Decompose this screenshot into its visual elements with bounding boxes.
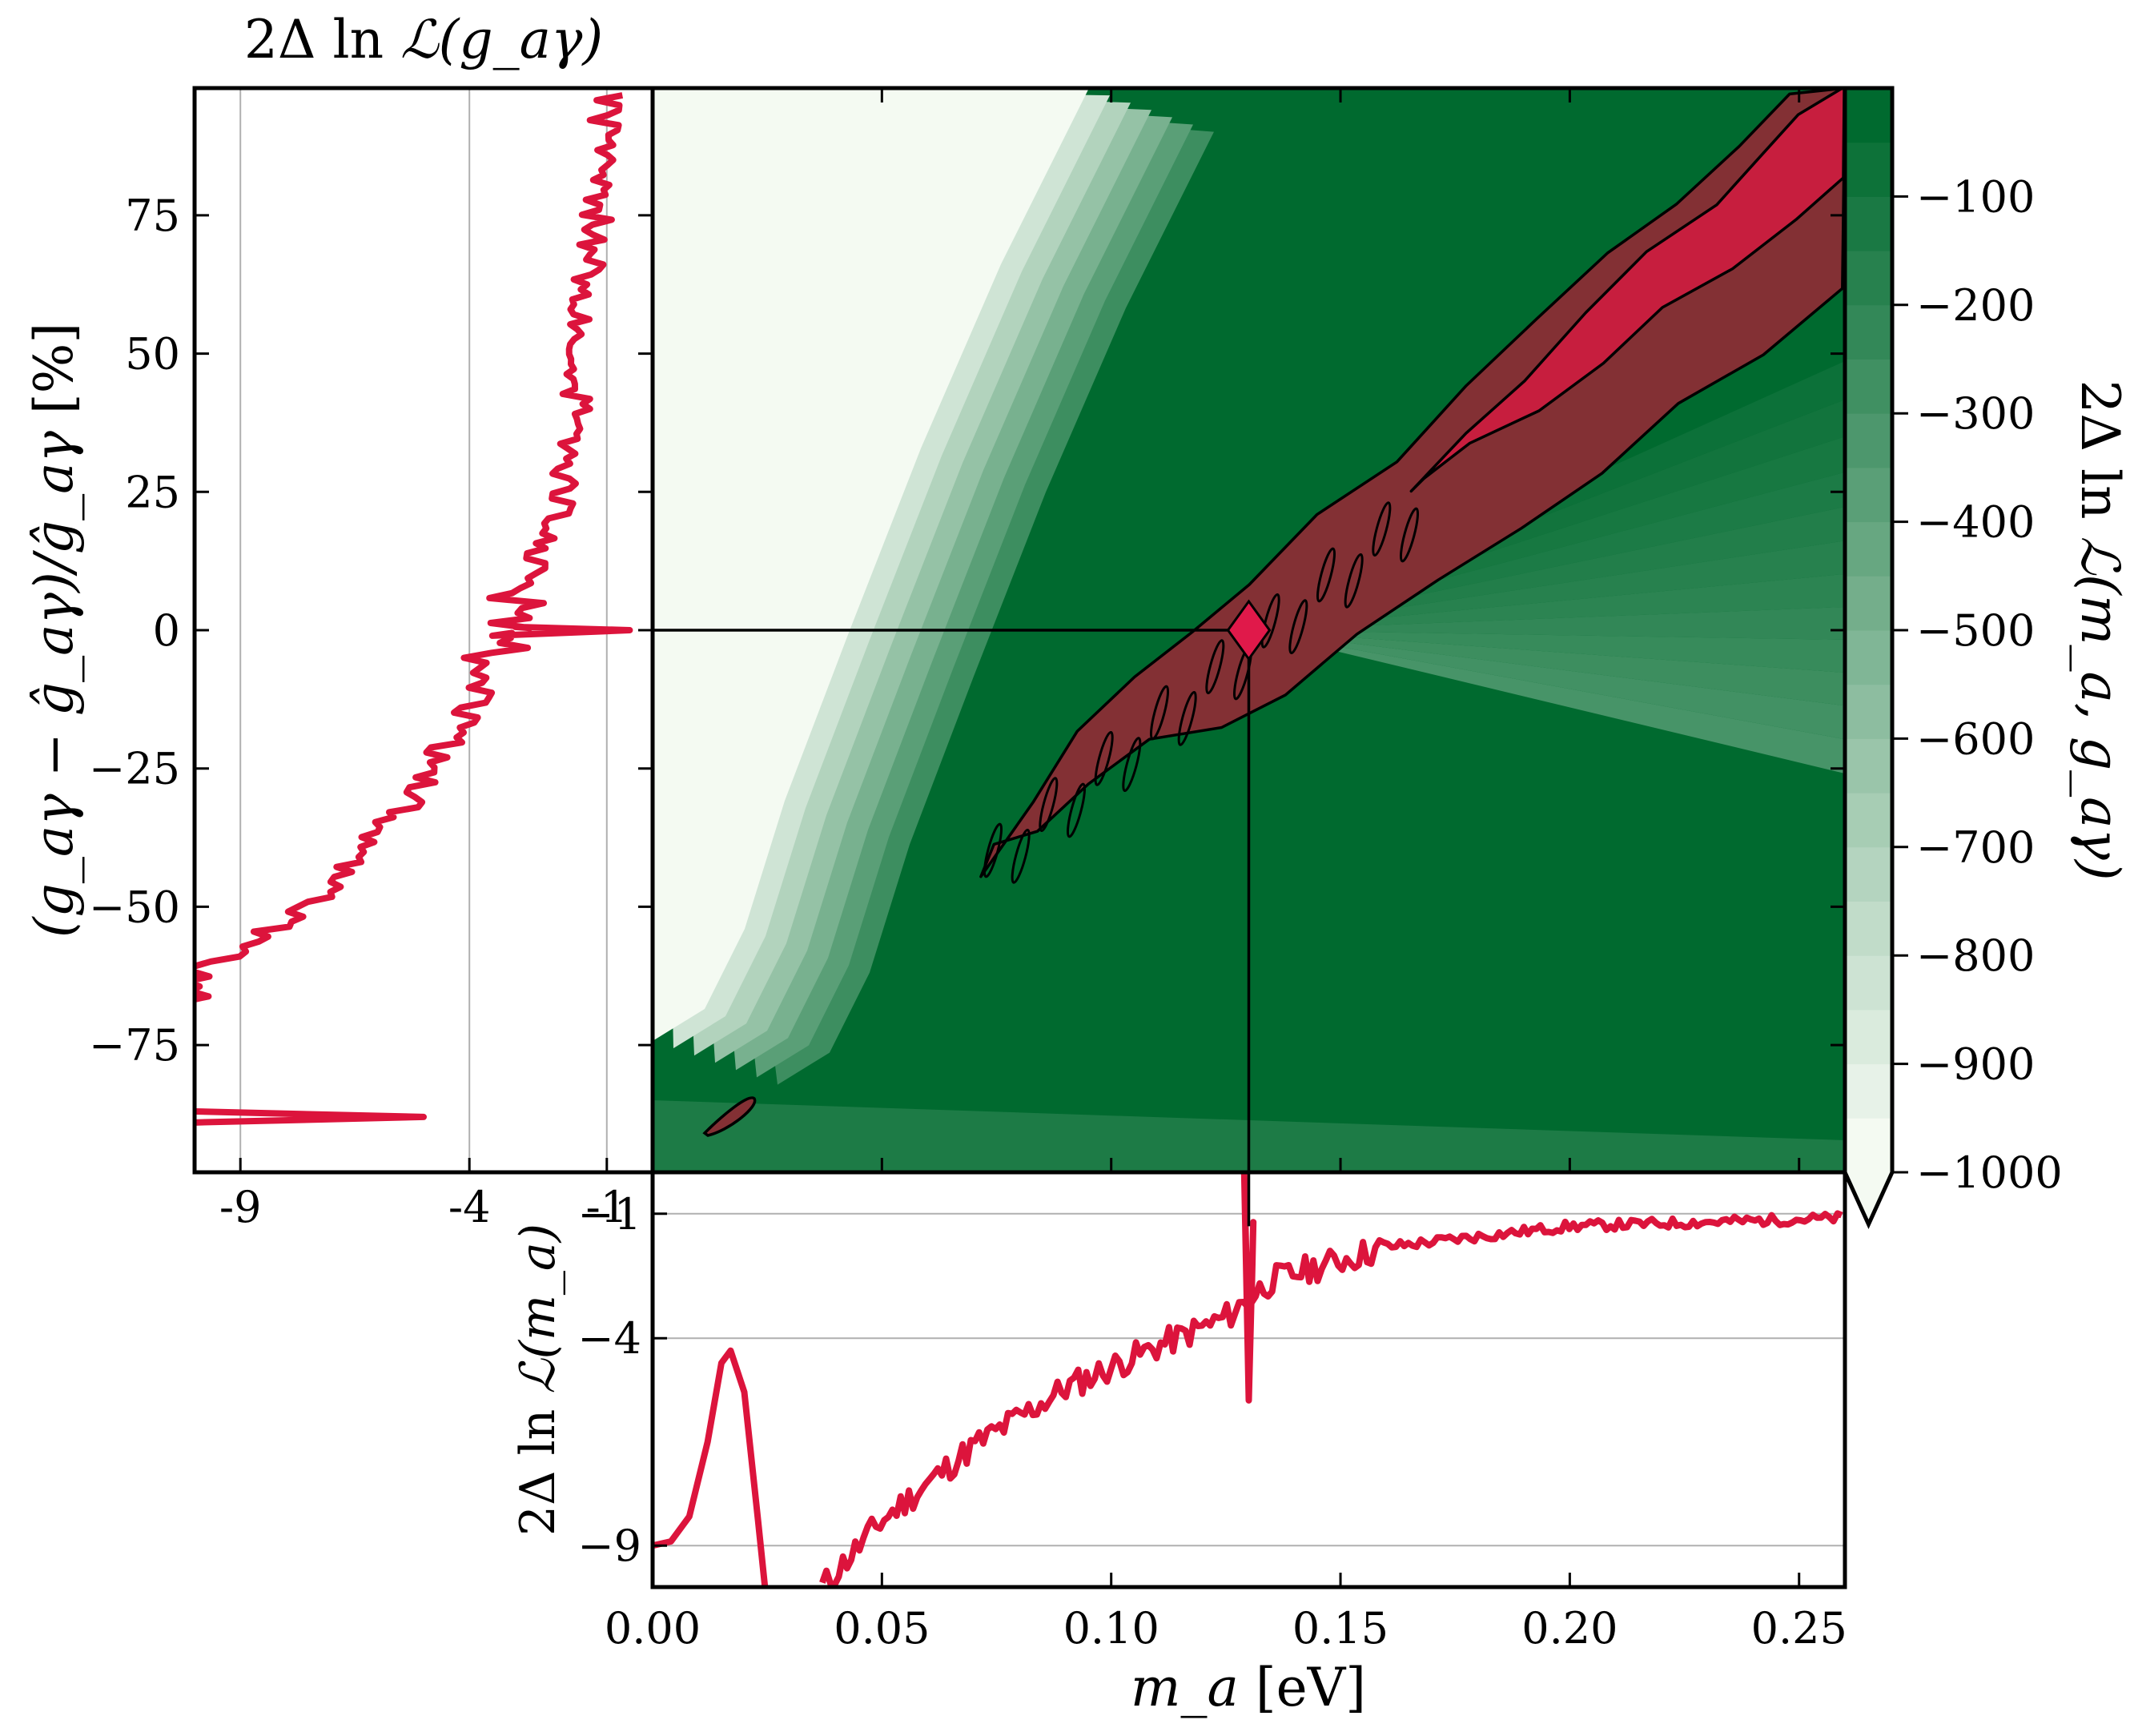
- colorbar-band: [1845, 196, 1892, 251]
- main-heatmap-panel: [650, 86, 1847, 1175]
- colorbar-tick-label: −700: [1916, 822, 2035, 873]
- coupling-profile-curve: [195, 92, 633, 1003]
- contour-ripple: [1399, 507, 1420, 563]
- contour-ripple: [1288, 599, 1308, 655]
- colorbar-tick-label: −800: [1916, 930, 2035, 981]
- contour-ripple: [1205, 639, 1225, 695]
- colorbar-tick-label: −200: [1916, 280, 2035, 331]
- bottom-panel-ylabel: 2Δ ln ℒ(m_a): [510, 1224, 566, 1536]
- colorbar-band: [1845, 1063, 1892, 1119]
- left-panel-frame: [192, 86, 655, 1175]
- contour-ripple: [1122, 737, 1142, 793]
- left-y-tick-label: 25: [125, 467, 180, 517]
- bottom-panel-frame: [650, 1170, 1847, 1589]
- left-y-tick-label: −25: [89, 744, 180, 794]
- colorbar-extend-triangle: [1845, 1172, 1892, 1224]
- heatmap-band: [1248, 507, 1845, 630]
- contour-ripple: [1372, 501, 1392, 557]
- confidence-region-low-mass-island: [702, 1096, 757, 1137]
- bottom-axis-ticks: 0.00 0.05 0.10 0.15 0.20 0.25 −1 −4 −9: [577, 1189, 1847, 1654]
- left-x-tick-label: -9: [219, 1182, 262, 1232]
- left-panel-title: 2Δ ln ℒ(g_aγ): [244, 9, 603, 70]
- colorbar-label: 2Δ ln ℒ(m_a, g_aγ): [2069, 380, 2130, 880]
- colorbar-band: [1845, 467, 1892, 523]
- colorbar-band: [1845, 793, 1892, 848]
- colorbar-band: [1845, 846, 1892, 902]
- colorbar-tick-label: −600: [1916, 713, 2035, 764]
- x-axis-label: m_a [eV]: [1131, 1657, 1366, 1718]
- left-y-tick-label: 50: [125, 329, 180, 380]
- colorbar: −100 −200 −300 −400 −500 −600 −700 −800 −900 −100…: [1843, 86, 2130, 1230]
- bottom-y-tick-label: −4: [577, 1313, 641, 1364]
- contour-ripple: [1260, 593, 1280, 649]
- bottom-x-tick-label: 0.25: [1751, 1603, 1847, 1654]
- bottom-y-tick-label: −1: [577, 1189, 641, 1240]
- colorbar-band: [1845, 576, 1892, 631]
- colorbar-tick-label: −1000: [1916, 1147, 2063, 1198]
- excluded-white-region: [653, 88, 1089, 1041]
- left-axis-ticks: -9 -4 -1 75 50 25 0 −25 −50 −75: [89, 191, 653, 1232]
- bottom-x-tick-label: 0.10: [1063, 1603, 1159, 1654]
- bottom-x-tick-label: 0.00: [605, 1603, 701, 1654]
- left-profile-panel: -9 -4 -1 75 50 25 0 −25 −50 −75 2Δ ln ℒ(g_aγ) (g_…: [23, 9, 655, 1232]
- left-y-tick-label: 75: [125, 191, 180, 241]
- bottom-profile-panel: 0.00 0.05 0.10 0.15 0.20 0.25 −1 −4 −9 2Δ ln ℒ(m…: [510, 1170, 1847, 1718]
- colorbar-tick-label: −100: [1916, 171, 2035, 222]
- contour-ripple: [1149, 685, 1170, 741]
- left-y-tick-label: −50: [89, 882, 180, 932]
- coupling-profile-lower-lobe: [195, 1108, 427, 1126]
- left-y-tick-label: 0: [153, 605, 180, 656]
- bottom-x-tick-label: 0.20: [1521, 1603, 1618, 1654]
- heatmap-band: [1248, 472, 1845, 630]
- left-x-tick-label: -1: [585, 1182, 628, 1232]
- colorbar-band: [1845, 413, 1892, 468]
- colorbar-band: [1845, 901, 1892, 956]
- mass-profile-curve: [819, 1172, 1843, 1587]
- left-x-tick-label: -4: [448, 1182, 491, 1232]
- colorbar-band: [1845, 88, 1892, 143]
- heatmap-band: [1248, 630, 1845, 673]
- contour-ripple: [1094, 730, 1114, 786]
- colorbar-band: [1845, 955, 1892, 1011]
- colorbar-band: [1845, 684, 1892, 739]
- heatmap-band: [1248, 436, 1845, 630]
- heatmap-band: [1248, 606, 1845, 640]
- best-fit-marker: [1226, 599, 1272, 661]
- contour-ripple: [1177, 690, 1197, 746]
- mass-profile-low-mass-bump: [653, 1347, 769, 1587]
- contour-ripple: [983, 822, 1003, 878]
- contour-ripple: [1039, 777, 1059, 833]
- colorbar-frame: [1843, 86, 1895, 1230]
- colorbar-band: [1845, 1009, 1892, 1065]
- colorbar-band: [1845, 738, 1892, 794]
- contour-ripple: [1011, 828, 1031, 884]
- colorbar-tick-label: −400: [1916, 497, 2035, 548]
- contour-ripple: [1066, 782, 1087, 838]
- colorbar-band: [1845, 304, 1892, 360]
- colorbar-tick-label: −300: [1916, 388, 2035, 439]
- bottom-x-tick-label: 0.15: [1292, 1603, 1389, 1654]
- colorbar-tick-label: −900: [1916, 1039, 2035, 1090]
- colorbar-band: [1845, 142, 1892, 197]
- left-y-tick-label: −75: [89, 1020, 180, 1071]
- colorbar-tick-label: −500: [1916, 605, 2035, 656]
- colorbar-band: [1845, 521, 1892, 577]
- colorbar-band: [1845, 359, 1892, 414]
- colorbar-ticks: −100 −200 −300 −400 −500 −600 −700 −800 −900 −100…: [1892, 171, 2063, 1198]
- heatmap-band: [1248, 630, 1845, 706]
- contour-ripple: [1344, 553, 1364, 609]
- colorbar-band: [1845, 630, 1892, 685]
- left-panel-ylabel: (g_aγ − ĝ_aγ)/ĝ_aγ [%]: [23, 323, 85, 938]
- bottom-y-tick-label: −9: [577, 1521, 641, 1571]
- heatmap-band: [1248, 630, 1845, 774]
- heatmap-band: [1248, 573, 1845, 630]
- colorbar-bands: [1845, 88, 1892, 1224]
- contour-ripple: [1316, 547, 1336, 603]
- contour-ripples: [983, 501, 1420, 884]
- colorbar-band: [1845, 1118, 1892, 1173]
- colorbar-band: [1845, 251, 1892, 306]
- bottom-x-tick-label: 0.05: [834, 1603, 930, 1654]
